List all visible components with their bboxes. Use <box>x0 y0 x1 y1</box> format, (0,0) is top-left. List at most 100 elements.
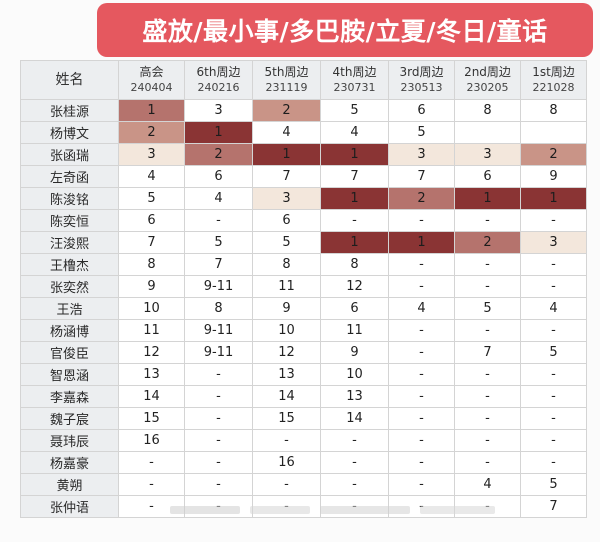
rank-cell: 6 <box>454 165 521 188</box>
rank-cell: 9 <box>520 165 587 188</box>
row-name: 王浩 <box>20 297 119 320</box>
rank-cell: 16 <box>252 451 321 474</box>
rank-cell: 4 <box>252 121 321 144</box>
rank-cell: - <box>454 209 521 232</box>
rank-cell: - <box>520 451 587 474</box>
table-row: 官俊臣 12 9-11 12 9-7 5 <box>20 341 587 364</box>
table-row: 陈奕恒 6-6- - - - <box>20 209 587 232</box>
rank-cell: - <box>520 275 587 298</box>
rank-cell: 10 <box>118 297 185 320</box>
rank-cell: 7 <box>184 253 253 276</box>
table-row: 左奇函 4 6 7 7 7 6 9 <box>20 165 587 188</box>
rank-cell: 9 <box>118 275 185 298</box>
row-name: 张函瑞 <box>20 143 119 166</box>
rank-cell: 12 <box>320 275 389 298</box>
rank-cell: 16 <box>118 429 185 452</box>
rank-cell: 2 <box>118 121 185 144</box>
title-banner: 盛放/最小事/多巴胺/立夏/冬日/童话 <box>97 3 593 57</box>
rank-cell: - <box>184 473 253 496</box>
rank-cell: - <box>388 385 455 408</box>
rank-cell: 12 <box>118 341 185 364</box>
rank-cell: 1 <box>320 231 389 254</box>
rank-cell: 3 <box>454 143 521 166</box>
rank-cell: 5 <box>252 231 321 254</box>
rank-cell: - <box>320 209 389 232</box>
table-row: 张奕然 9 9-11 11 12- - - <box>20 275 587 298</box>
rank-cell: 4 <box>520 297 587 320</box>
ranking-table: 姓名 高会 240404 6th周边 240216 5th周边 231119 4th周… <box>20 60 587 518</box>
row-name: 杨博文 <box>20 121 119 144</box>
table-row: 魏子宸 15-15 14- - - <box>20 407 587 430</box>
rank-cell: - <box>520 253 587 276</box>
rank-cell: 9 <box>252 297 321 320</box>
rank-cell: 13 <box>118 363 185 386</box>
rank-cell: - <box>388 209 455 232</box>
row-name: 汪浚熙 <box>20 231 119 254</box>
rank-cell: 4 <box>320 121 389 144</box>
rank-cell: - <box>454 363 521 386</box>
table-row: 聂玮辰 16- - - - - - <box>20 429 587 452</box>
rank-cell: 9-11 <box>184 275 253 298</box>
rank-cell: 6 <box>118 209 185 232</box>
rank-cell: - <box>252 429 321 452</box>
rank-cell: - <box>454 275 521 298</box>
rank-cell: 2 <box>184 143 253 166</box>
rank-cell <box>454 121 521 144</box>
table-body: 张桂源 1 3 2 5 6 8 8 杨博文 2 1 4 4 5 张函瑞 3 2 1 1 3 3 2 左奇函 4 6 7 7 7 6 9 陈浚… <box>20 99 587 518</box>
rank-cell: - <box>388 473 455 496</box>
rank-cell: 6 <box>252 209 321 232</box>
rank-cell: - <box>388 253 455 276</box>
rank-cell: - <box>388 275 455 298</box>
rank-cell: 8 <box>184 297 253 320</box>
row-name: 张桂源 <box>20 99 119 122</box>
column-header-3rd: 3rd周边 230513 <box>388 60 455 100</box>
rank-cell: - <box>388 429 455 452</box>
rank-cell: - <box>388 341 455 364</box>
rank-cell: 8 <box>252 253 321 276</box>
rank-cell: 4 <box>388 297 455 320</box>
rank-cell: 5 <box>388 121 455 144</box>
rank-cell: 4 <box>184 187 253 210</box>
rank-cell: - <box>520 209 587 232</box>
rank-cell: 15 <box>118 407 185 430</box>
table-row: 张桂源 1 3 2 5 6 8 8 <box>20 99 587 122</box>
rank-cell: - <box>184 451 253 474</box>
rank-cell: 1 <box>184 121 253 144</box>
table-row: 杨博文 2 1 4 4 5 <box>20 121 587 144</box>
rank-cell: - <box>388 451 455 474</box>
column-header-gaohui: 高会 240404 <box>118 60 185 100</box>
rank-cell: 1 <box>320 187 389 210</box>
rank-cell: - <box>118 451 185 474</box>
rank-cell: 7 <box>320 165 389 188</box>
rank-cell: 2 <box>252 99 321 122</box>
rank-cell: - <box>388 363 455 386</box>
row-name: 张奕然 <box>20 275 119 298</box>
rank-cell: 13 <box>320 385 389 408</box>
rank-cell: - <box>184 363 253 386</box>
row-name: 官俊臣 <box>20 341 119 364</box>
rank-cell: 1 <box>454 187 521 210</box>
table-row: 黄朔 - - - - -4 5 <box>20 473 587 496</box>
rank-cell: 6 <box>388 99 455 122</box>
table-row: 张函瑞 3 2 1 1 3 3 2 <box>20 143 587 166</box>
rank-cell: 7 <box>388 165 455 188</box>
rank-cell: 9-11 <box>184 319 253 342</box>
rank-cell: 6 <box>184 165 253 188</box>
rank-cell: 7 <box>520 495 587 518</box>
rank-cell: 2 <box>520 143 587 166</box>
rank-cell: 2 <box>388 187 455 210</box>
row-name: 左奇函 <box>20 165 119 188</box>
rank-cell: 9 <box>320 341 389 364</box>
rank-cell: 13 <box>252 363 321 386</box>
rank-cell: 7 <box>454 341 521 364</box>
rank-cell: - <box>520 319 587 342</box>
rank-cell: - <box>454 407 521 430</box>
rank-cell: - <box>520 407 587 430</box>
row-name: 杨嘉豪 <box>20 451 119 474</box>
rank-cell: - <box>118 495 185 518</box>
rank-cell: 1 <box>118 99 185 122</box>
header-row: 姓名 高会 240404 6th周边 240216 5th周边 231119 4th周… <box>20 60 587 100</box>
table-row: 王浩 10 8 9 6 4 5 4 <box>20 297 587 320</box>
rank-cell: - <box>520 363 587 386</box>
